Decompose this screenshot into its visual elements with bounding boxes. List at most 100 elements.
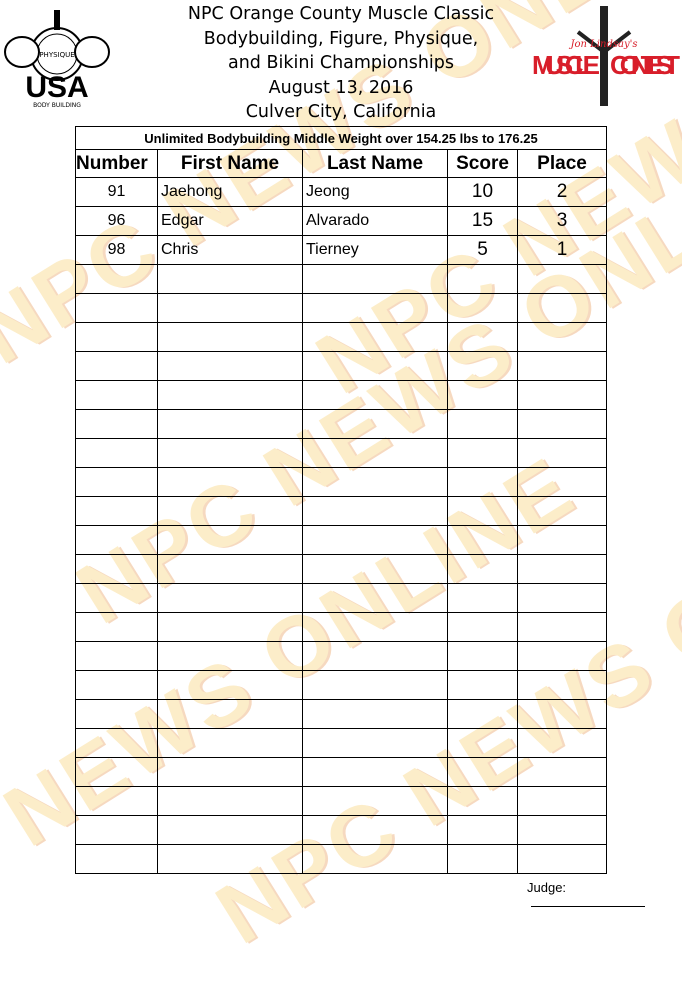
cell-score: 15 — [447, 206, 518, 236]
empty-table-row — [75, 554, 607, 584]
cell-place: 3 — [517, 206, 607, 236]
empty-cell — [447, 670, 518, 700]
svg-text:Jon Lindsay's: Jon Lindsay's — [569, 39, 638, 50]
empty-cell — [517, 525, 607, 555]
empty-cell — [447, 641, 518, 671]
empty-cell — [157, 264, 303, 294]
col-first-name: First Name — [157, 149, 303, 178]
empty-cell — [302, 786, 448, 816]
svg-text:USA: USA — [25, 71, 88, 104]
empty-cell — [302, 670, 448, 700]
empty-cell — [447, 699, 518, 729]
empty-cell — [517, 670, 607, 700]
empty-cell — [517, 351, 607, 381]
empty-cell — [75, 815, 158, 845]
empty-table-row — [75, 525, 607, 555]
empty-cell — [75, 844, 158, 874]
cell-last-name: Alvarado — [302, 206, 448, 236]
empty-cell — [157, 699, 303, 729]
judge-signature-line — [531, 906, 645, 907]
empty-cell — [302, 554, 448, 584]
empty-cell — [447, 757, 518, 787]
empty-cell — [157, 844, 303, 874]
svg-text:CONTEST: CONTEST — [610, 50, 680, 80]
empty-table-row — [75, 583, 607, 613]
empty-cell — [75, 351, 158, 381]
empty-cell — [302, 641, 448, 671]
empty-cell — [302, 583, 448, 613]
empty-cell — [302, 409, 448, 439]
empty-cell — [157, 293, 303, 323]
cell-first-name: Chris — [157, 235, 303, 265]
empty-table-row — [75, 815, 607, 845]
judge-label: Judge: — [527, 880, 567, 895]
empty-cell — [517, 264, 607, 294]
col-last-name: Last Name — [302, 149, 448, 178]
empty-cell — [517, 641, 607, 671]
svg-text:PHYSIQUE: PHYSIQUE — [39, 51, 74, 59]
empty-cell — [302, 467, 448, 497]
cell-first-name: Jaehong — [157, 177, 303, 207]
cell-place: 1 — [517, 235, 607, 265]
empty-table-row — [75, 786, 607, 816]
empty-table-row — [75, 728, 607, 758]
empty-table-row — [75, 264, 607, 294]
empty-cell — [157, 786, 303, 816]
empty-table-row — [75, 293, 607, 323]
empty-cell — [75, 670, 158, 700]
col-place: Place — [517, 149, 607, 178]
empty-cell — [75, 409, 158, 439]
empty-cell — [157, 757, 303, 787]
empty-cell — [75, 467, 158, 497]
empty-table-row — [75, 699, 607, 729]
empty-cell — [302, 612, 448, 642]
cell-score: 10 — [447, 177, 518, 207]
empty-cell — [157, 525, 303, 555]
empty-cell — [302, 438, 448, 468]
empty-table-row — [75, 641, 607, 671]
empty-cell — [517, 844, 607, 874]
empty-table-row — [75, 409, 607, 439]
empty-cell — [517, 786, 607, 816]
empty-cell — [75, 786, 158, 816]
empty-cell — [302, 293, 448, 323]
empty-cell — [157, 554, 303, 584]
empty-table-row — [75, 438, 607, 468]
event-header: NPC Orange County Muscle Classic Bodybui… — [150, 2, 532, 125]
empty-cell — [517, 757, 607, 787]
empty-cell — [302, 699, 448, 729]
empty-cell — [447, 467, 518, 497]
empty-cell — [157, 409, 303, 439]
empty-cell — [447, 438, 518, 468]
empty-cell — [157, 728, 303, 758]
empty-cell — [447, 844, 518, 874]
empty-cell — [517, 554, 607, 584]
col-number: Number — [75, 149, 158, 178]
cell-number: 98 — [75, 235, 158, 265]
empty-cell — [75, 322, 158, 352]
empty-cell — [157, 351, 303, 381]
npc-usa-logo: PHYSIQUE USA BODY BUILDING — [4, 10, 110, 109]
empty-cell — [75, 641, 158, 671]
event-divisions: Bodybuilding, Figure, Physique, — [203, 28, 479, 49]
empty-cell — [75, 525, 158, 555]
empty-cell — [447, 496, 518, 526]
empty-cell — [75, 728, 158, 758]
empty-cell — [75, 264, 158, 294]
empty-cell — [447, 525, 518, 555]
empty-cell — [447, 409, 518, 439]
empty-cell — [447, 786, 518, 816]
empty-cell — [517, 496, 607, 526]
empty-cell — [447, 322, 518, 352]
cell-score: 5 — [447, 235, 518, 265]
empty-cell — [517, 612, 607, 642]
empty-cell — [517, 815, 607, 845]
empty-table-row — [75, 322, 607, 352]
empty-cell — [157, 815, 303, 845]
empty-cell — [157, 496, 303, 526]
muscle-contest-logo: Jon Lindsay's MUSCLE CONTEST — [532, 6, 680, 106]
svg-text:MUSCLE: MUSCLE — [532, 50, 600, 80]
empty-cell — [75, 496, 158, 526]
empty-cell — [157, 380, 303, 410]
empty-cell — [302, 496, 448, 526]
